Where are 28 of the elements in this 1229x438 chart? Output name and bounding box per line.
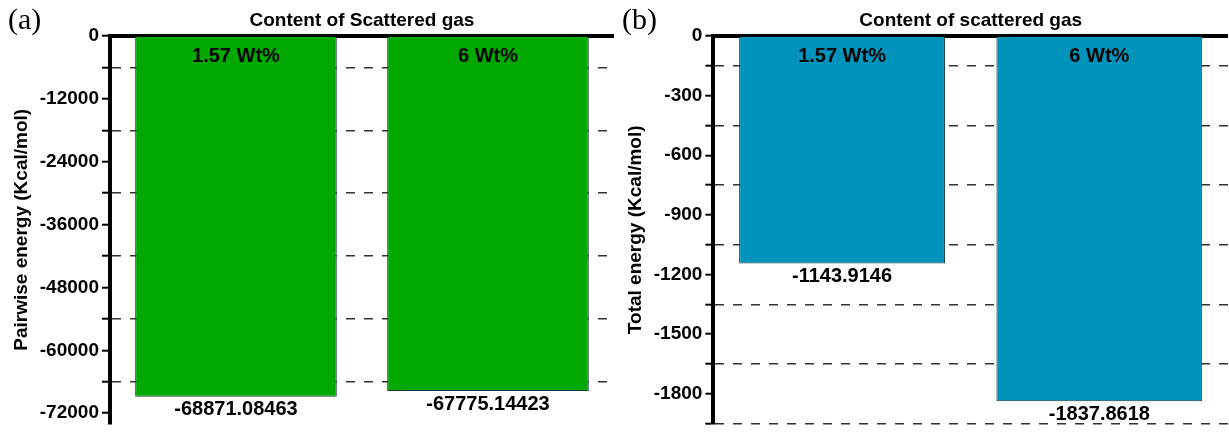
- y-tick-label: -1200: [653, 262, 703, 284]
- y-tick-label: -36000: [39, 212, 99, 234]
- y-tick-label: -300: [664, 83, 703, 105]
- data-label: -1143.9146: [791, 263, 893, 286]
- text: (a): [8, 1, 42, 36]
- y-tick-label: -72000: [39, 401, 99, 423]
- y-tick-label: -60000: [39, 338, 99, 360]
- x-tick-label: 1.57 Wt%: [798, 43, 887, 66]
- data-label: -1837.8618: [1048, 401, 1150, 424]
- x-tick-label: 1.57 Wt%: [192, 43, 281, 66]
- x-axis-title: Content of Scattered gas: [249, 8, 475, 30]
- y-axis-title: Pairwise energy (Kcal/mol): [9, 108, 31, 351]
- y-tick-label: -24000: [39, 149, 99, 171]
- x-tick-label: 6 Wt%: [1069, 43, 1130, 66]
- y-tick-label: -12000: [39, 87, 99, 109]
- y-tick-label: -48000: [39, 275, 99, 297]
- y-tick-label: -1500: [653, 322, 703, 344]
- x-axis-title: Content of scattered gas: [859, 8, 1083, 30]
- y-tick-label: -1800: [653, 382, 703, 404]
- text: (b): [622, 1, 657, 36]
- y-tick-label: 0: [88, 24, 99, 46]
- data-label: -68871.08463: [174, 397, 298, 420]
- y-tick-label: 0: [691, 24, 703, 46]
- y-tick-label: -600: [664, 143, 703, 165]
- y-tick-label: -900: [664, 203, 703, 225]
- data-label: -67775.14423: [426, 391, 550, 414]
- y-axis-title: Total energy (Kcal/mol): [623, 125, 645, 335]
- x-tick-label: 6 Wt%: [457, 43, 519, 66]
